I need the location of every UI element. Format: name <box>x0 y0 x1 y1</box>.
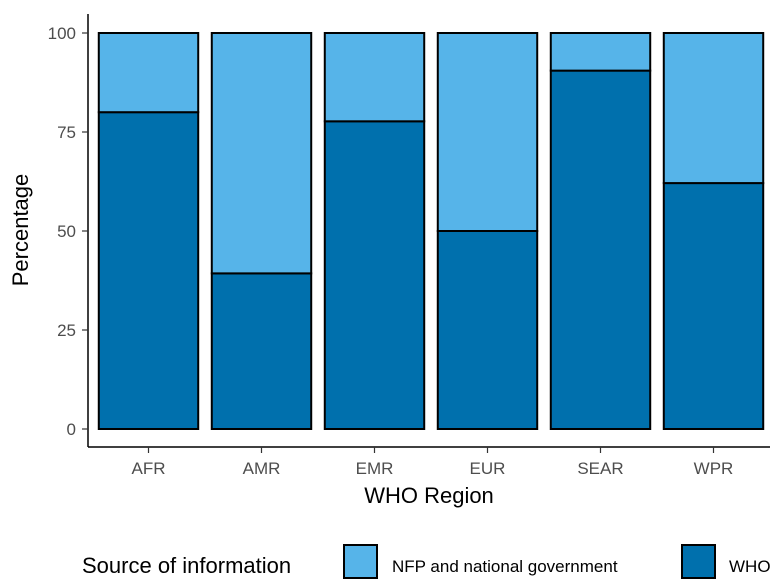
bar-afr-nfp <box>97 32 200 114</box>
x-tick-label-emr: EMR <box>356 459 394 478</box>
y-axis-ticks: 0 25 50 75 100 <box>48 24 88 439</box>
legend-key-who <box>681 544 716 579</box>
bar-amr-who <box>210 272 313 431</box>
x-tick-label-afr: AFR <box>132 459 166 478</box>
bar-emr-nfp <box>323 32 426 123</box>
bar-emr-who <box>323 120 426 430</box>
x-tick-label-amr: AMR <box>243 459 281 478</box>
legend-label-who: WHO <box>729 557 771 576</box>
x-axis-ticks: AFR AMR EMR EUR SEAR WPR <box>132 447 734 478</box>
bar-sear-who <box>549 69 652 431</box>
legend-label-nfp: NFP and national government <box>392 557 618 576</box>
legend-key-nfp <box>343 544 378 579</box>
bar-amr-nfp <box>210 32 313 275</box>
legend-items: NFP and national government WHO <box>343 544 771 579</box>
bar-wpr-who <box>662 182 765 430</box>
x-tick-label-wpr: WPR <box>694 459 734 478</box>
x-tick-label-sear: SEAR <box>577 459 623 478</box>
y-tick-label: 0 <box>67 420 76 439</box>
bars-layer <box>97 32 765 431</box>
bar-sear-nfp <box>549 32 652 72</box>
bar-eur-who <box>436 230 539 430</box>
y-tick-label: 25 <box>57 321 76 340</box>
x-axis-title: WHO Region <box>364 483 494 508</box>
y-tick-label: 75 <box>57 123 76 142</box>
legend: Source of information NFP and national g… <box>82 544 771 579</box>
bar-afr-who <box>97 111 200 430</box>
legend-title: Source of information <box>82 553 291 578</box>
bar-wpr-nfp <box>662 32 765 185</box>
y-tick-label: 100 <box>48 24 76 43</box>
y-tick-label: 50 <box>57 222 76 241</box>
x-tick-label-eur: EUR <box>470 459 506 478</box>
bar-eur-nfp <box>436 32 539 232</box>
y-axis-title: Percentage <box>8 174 33 287</box>
